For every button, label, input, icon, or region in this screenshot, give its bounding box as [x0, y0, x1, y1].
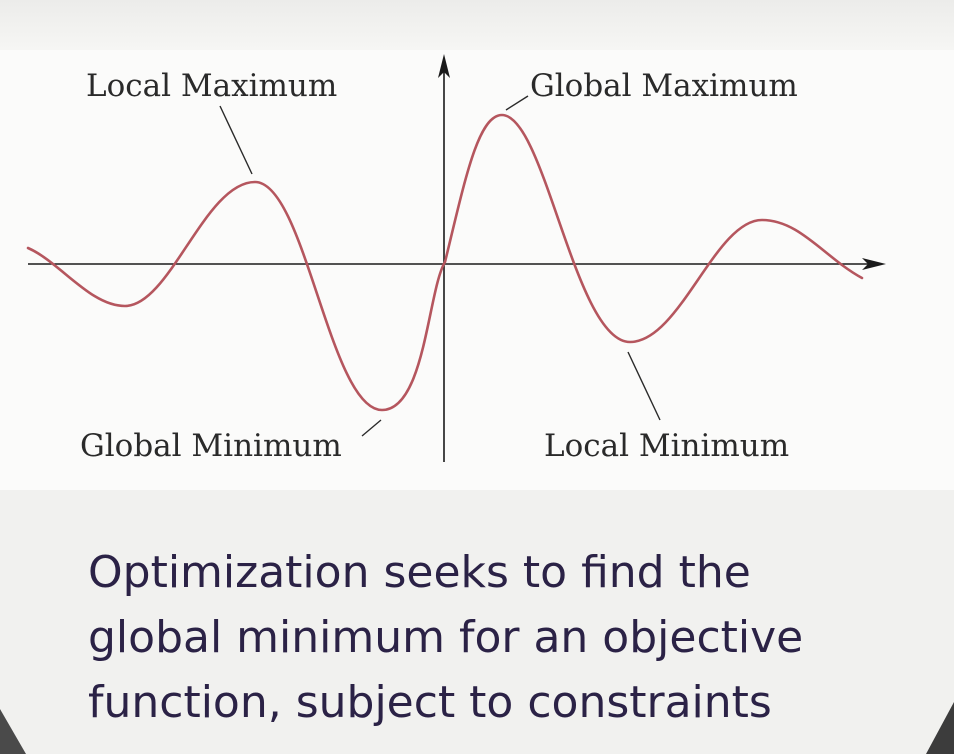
x-axis-arrowhead	[862, 258, 886, 270]
caption-text: Optimization seeks to find the global mi…	[88, 540, 908, 735]
global-minimum-leader	[361, 419, 382, 437]
top-band	[0, 0, 954, 50]
global-maximum-label: Global Maximum	[530, 68, 798, 104]
caption-line-2: global minimum for an objective	[88, 612, 804, 663]
global-maximum-leader	[505, 95, 529, 111]
local-minimum-leader	[627, 351, 661, 421]
global-minimum-label: Global Minimum	[80, 428, 342, 464]
objective-function-curve	[26, 113, 864, 412]
local-minimum-label: Local Minimum	[544, 428, 789, 464]
caption-line-3: function, subject to constraints	[88, 677, 772, 728]
local-maximum-label: Local Maximum	[86, 68, 337, 104]
local-maximum-leader	[219, 105, 253, 175]
caption-line-1: Optimization seeks to find the	[88, 547, 751, 598]
frame-corner-right	[926, 702, 954, 754]
diagram-panel: Local Maximum Global Maximum Global Mini…	[0, 0, 954, 490]
optimization-diagram: Local Maximum Global Maximum Global Mini…	[26, 54, 886, 464]
frame-corner-left	[0, 709, 26, 754]
y-axis-arrowhead	[438, 54, 450, 78]
